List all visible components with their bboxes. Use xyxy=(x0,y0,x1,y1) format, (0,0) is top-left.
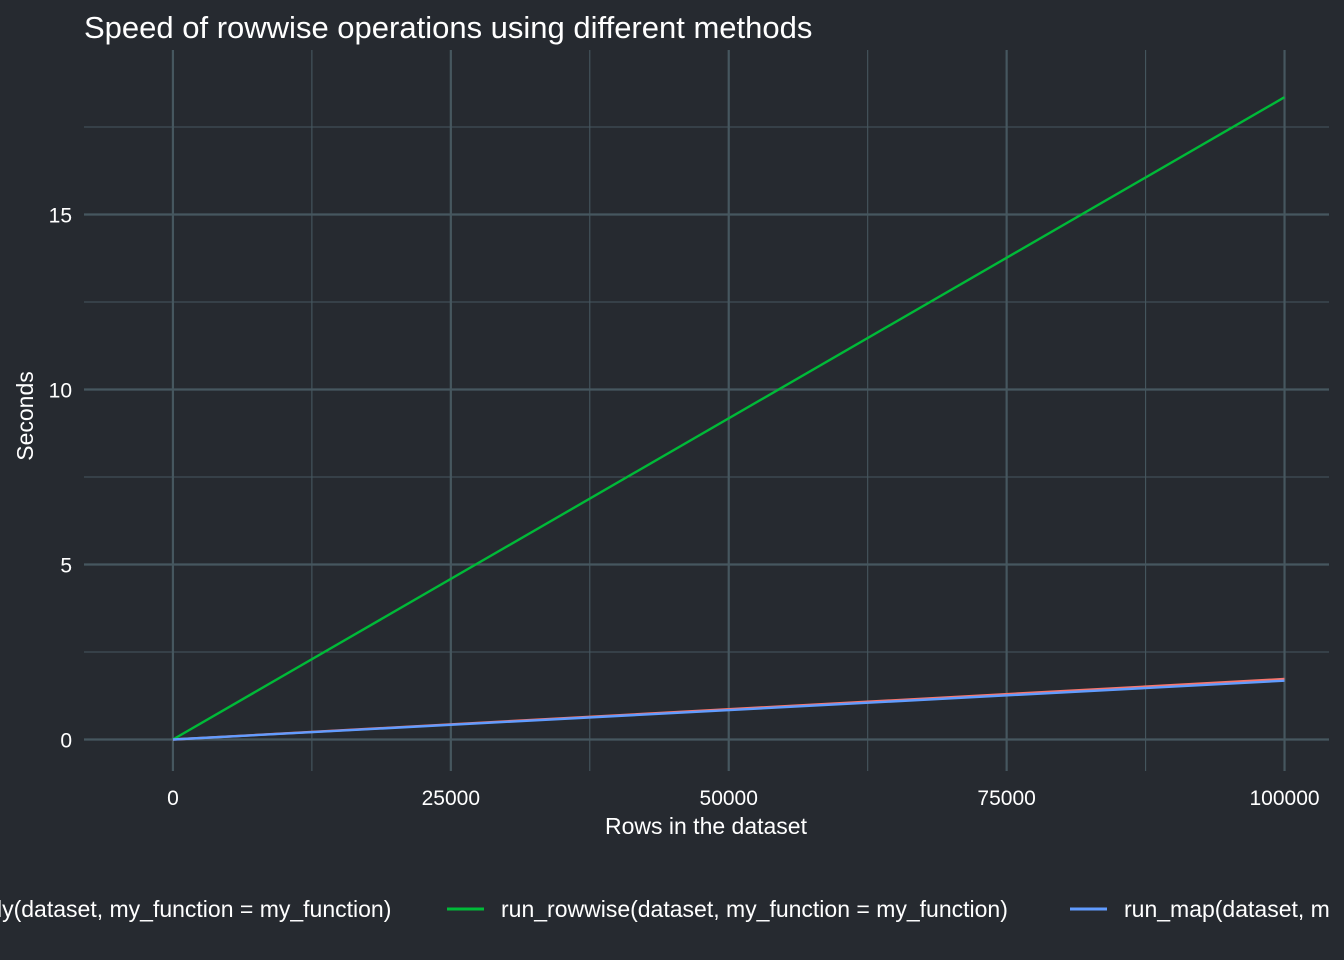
y-axis-title: Seconds xyxy=(12,371,38,461)
series-line-3 xyxy=(172,679,1285,741)
legend-label-apply: ly(dataset, my_function = my_function) xyxy=(0,896,391,922)
tick-labels: 0 25000 50000 75000 100000 0 5 10 15 xyxy=(49,205,1320,811)
x-tick-label: 100000 xyxy=(1249,787,1319,810)
x-tick-label: 75000 xyxy=(977,787,1035,810)
series-lines xyxy=(172,96,1286,741)
x-tick-label: 50000 xyxy=(700,787,758,810)
x-tick-label: 25000 xyxy=(422,787,480,810)
y-tick-label: 15 xyxy=(49,205,72,228)
legend-label-map: run_map(dataset, m xyxy=(1124,896,1330,922)
series-line-2 xyxy=(172,96,1286,741)
y-tick-label: 0 xyxy=(60,730,72,753)
grid xyxy=(84,50,1329,771)
y-tick-label: 10 xyxy=(49,380,72,403)
legend-label-rowwise: run_rowwise(dataset, my_function = my_fu… xyxy=(501,896,1008,922)
x-tick-label: 0 xyxy=(167,787,179,810)
legend: ly(dataset, my_function = my_function) r… xyxy=(0,896,1330,922)
x-axis-title: Rows in the dataset xyxy=(605,813,808,839)
chart-title: Speed of rowwise operations using differ… xyxy=(84,10,812,45)
y-tick-label: 5 xyxy=(60,555,72,578)
